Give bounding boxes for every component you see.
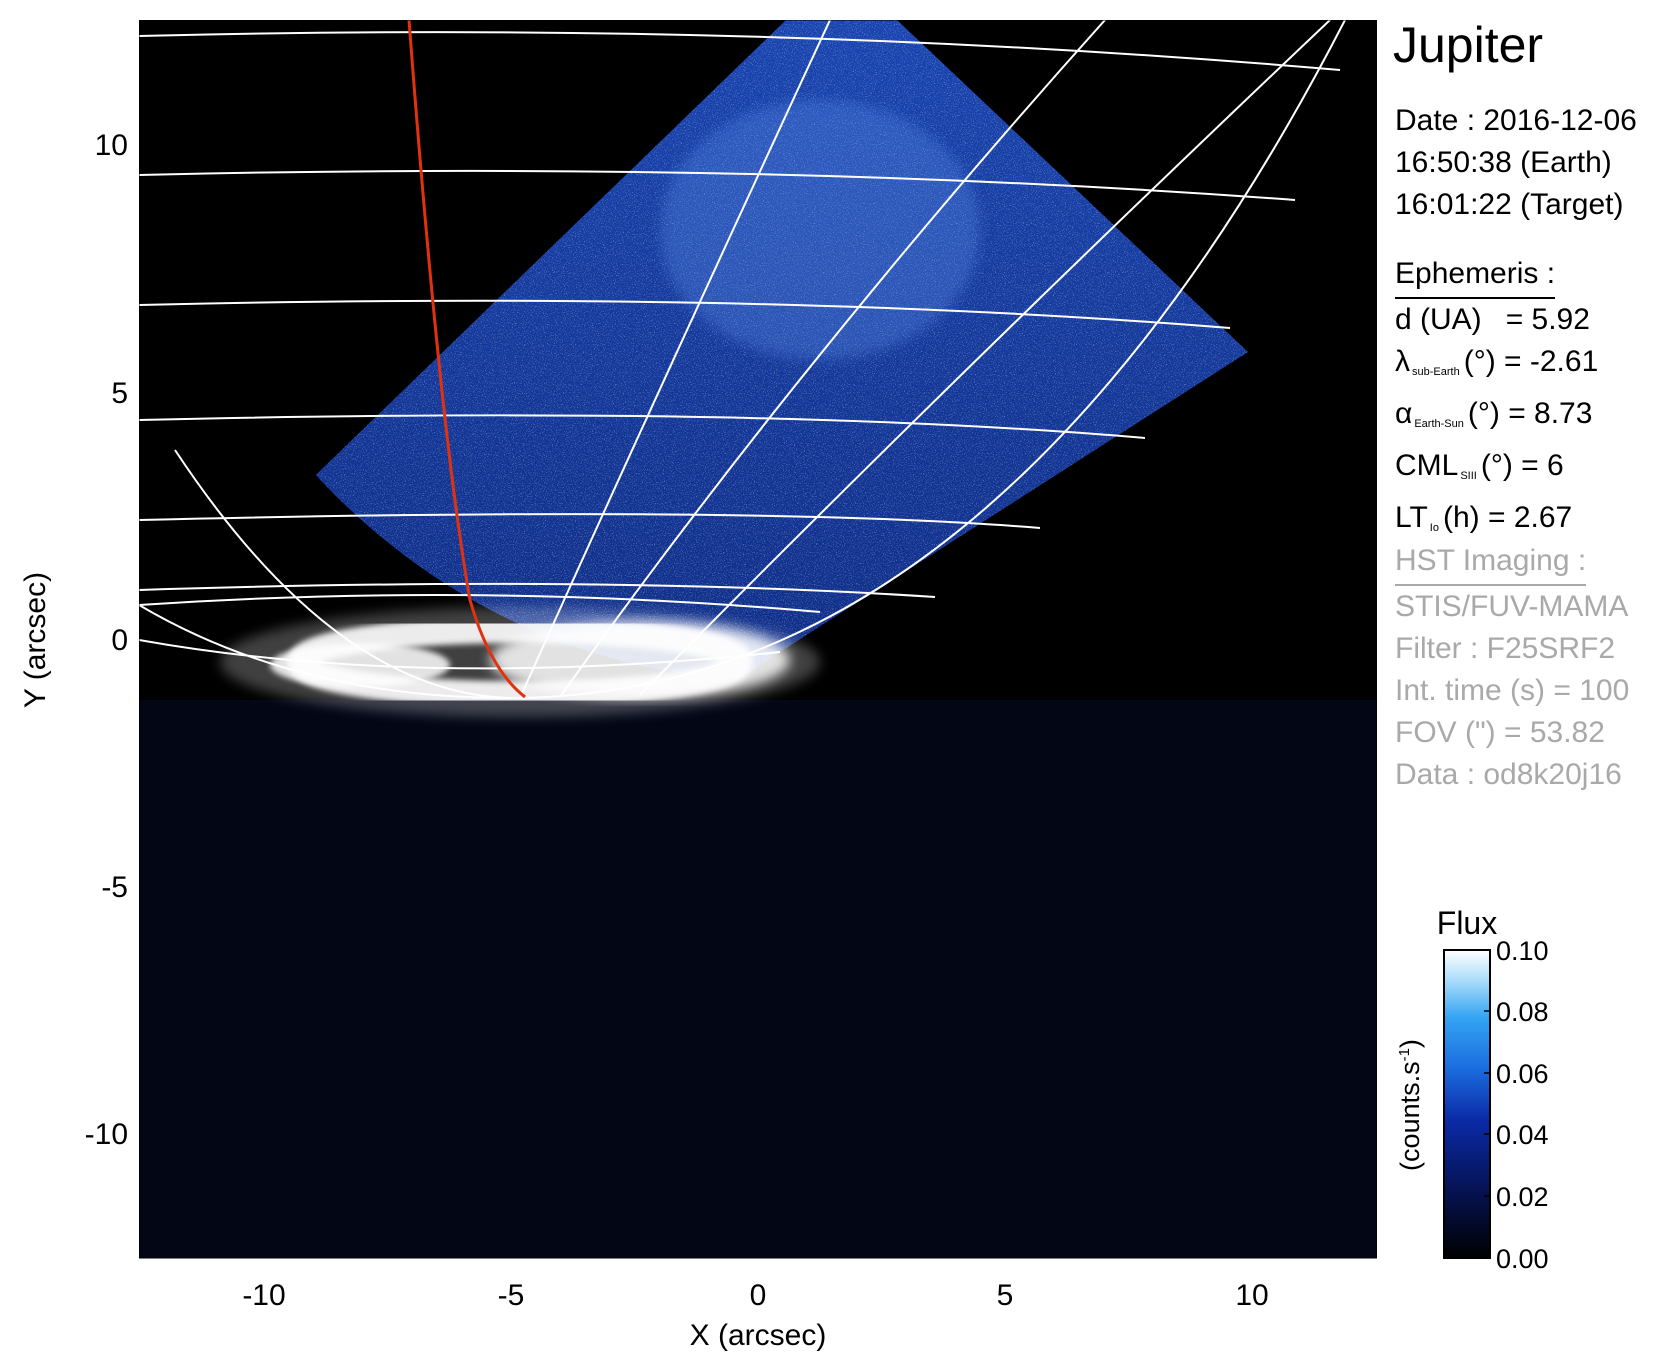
y-tick-label: -10 bbox=[85, 1118, 128, 1151]
instrument-block: HST Imaging : STIS/FUV-MAMA Filter : F25… bbox=[1395, 540, 1629, 796]
grid-parallel bbox=[139, 299, 1231, 329]
ephemeris-cml: CML SIII (°) = 6 bbox=[1395, 449, 1564, 482]
colorbar-tick-label: 0.06 bbox=[1496, 1059, 1549, 1089]
colorbar-tick-label: 0.08 bbox=[1496, 997, 1549, 1027]
observation-date: Date : 2016-12-06 bbox=[1395, 104, 1637, 137]
observation-time-earth: 16:50:38 (Earth) bbox=[1395, 146, 1612, 179]
colorbar-unit-label: (counts.s-1) bbox=[1395, 1039, 1425, 1171]
grid-parallel bbox=[139, 513, 1041, 529]
y-axis-title: Y (arcsec) bbox=[19, 572, 52, 708]
instrument-heading: HST Imaging : bbox=[1395, 540, 1587, 586]
background-noise bbox=[139, 700, 1377, 1258]
colorbar: Flux 0.10 0.08 0.06 0.04 0.02 0.00 (coun… bbox=[1395, 905, 1549, 1274]
colorbar-title: Flux bbox=[1437, 905, 1497, 941]
instrument-integration-time: Int. time (s) = 100 bbox=[1395, 674, 1630, 707]
instrument-detector: STIS/FUV-MAMA bbox=[1395, 590, 1629, 623]
grid-parallel bbox=[139, 594, 821, 613]
target-title: Jupiter bbox=[1393, 17, 1544, 73]
instrument-dataset: Data : od8k20j16 bbox=[1395, 758, 1622, 791]
y-tick-label: 5 bbox=[111, 377, 128, 410]
latitude-longitude-grid bbox=[139, 20, 1346, 700]
grid-parallel bbox=[139, 31, 1341, 71]
colorbar-ticks bbox=[1484, 949, 1490, 1259]
grid-meridian bbox=[139, 639, 781, 670]
x-axis-title: X (arcsec) bbox=[690, 1319, 827, 1352]
observation-time-target: 16:01:22 (Target) bbox=[1395, 188, 1624, 221]
instrument-filter: Filter : F25SRF2 bbox=[1395, 632, 1616, 665]
grid-meridian bbox=[559, 20, 1106, 698]
y-tick-label: -5 bbox=[101, 871, 128, 904]
colorbar-tick-label: 0.10 bbox=[1496, 936, 1549, 966]
grid-parallel bbox=[139, 414, 1146, 439]
colorbar-tick-label: 0.00 bbox=[1496, 1244, 1549, 1274]
ephemeris-block: Ephemeris : d (UA) = 5.92 λ sub-Earth (°) =… bbox=[1395, 253, 1598, 549]
observation-info: Date : 2016-12-06 16:50:38 (Earth) 16:01… bbox=[1395, 100, 1637, 226]
y-tick-label: 0 bbox=[111, 624, 128, 657]
instrument-fov: FOV (") = 53.82 bbox=[1395, 716, 1605, 749]
x-tick-label: 10 bbox=[1235, 1279, 1268, 1312]
grid-parallel bbox=[139, 582, 936, 598]
colorbar-tick-label: 0.02 bbox=[1496, 1182, 1549, 1212]
ephemeris-phase-angle: α Earth-Sun (°) = 8.73 bbox=[1395, 397, 1593, 430]
ephemeris-sub-earth-latitude: λ sub-Earth (°) = -2.61 bbox=[1395, 345, 1599, 378]
colorbar-gradient bbox=[1443, 949, 1491, 1259]
grid-parallel bbox=[139, 169, 1296, 201]
x-axis: -10 -5 0 5 10 X (arcsec) bbox=[139, 1257, 1377, 1352]
grid-meridian bbox=[639, 20, 1331, 696]
io-footprint-track bbox=[407, 20, 526, 699]
y-axis: 10 5 0 -5 -10 Y (arcsec) bbox=[19, 129, 128, 1151]
ephemeris-io-local-time: LT Io (h) = 2.67 bbox=[1395, 501, 1573, 534]
x-tick-label: 0 bbox=[750, 1279, 767, 1312]
x-tick-label: -10 bbox=[242, 1279, 285, 1312]
grid-meridian bbox=[139, 604, 521, 700]
grid-meridian bbox=[519, 20, 831, 699]
y-tick-label: 10 bbox=[95, 129, 128, 162]
x-tick-label: -5 bbox=[498, 1279, 525, 1312]
ephemeris-heading: Ephemeris : bbox=[1395, 253, 1556, 299]
colorbar-tick-label: 0.04 bbox=[1496, 1120, 1549, 1150]
image-panel bbox=[139, 20, 1377, 1258]
planet-limb bbox=[174, 20, 1346, 700]
ephemeris-distance: d (UA) = 5.92 bbox=[1395, 303, 1590, 336]
x-tick-label: 5 bbox=[997, 1279, 1014, 1312]
